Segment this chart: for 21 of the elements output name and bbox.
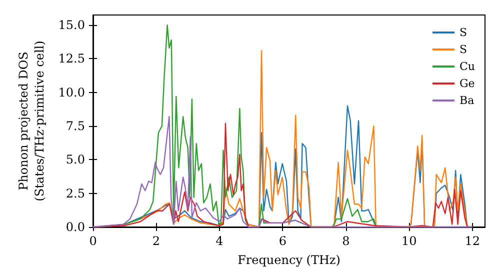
- x-tick-label: 0: [89, 234, 97, 248]
- legend-label: Ge: [460, 77, 475, 90]
- x-tick-label: 8: [342, 234, 350, 248]
- legend-label: Ba: [460, 94, 475, 107]
- x-tick-label: 12: [464, 234, 480, 248]
- legend-label: S: [460, 26, 468, 39]
- legend-label: S: [460, 43, 468, 56]
- legend-label: Cu: [460, 60, 476, 73]
- y-tick-label: 0.0: [66, 220, 85, 234]
- y-tick-label: 5.0: [66, 152, 85, 167]
- y-tick-label: 12.5: [58, 52, 85, 66]
- y-tick-label: 2.5: [66, 186, 85, 200]
- x-tick-label: 10: [401, 234, 417, 248]
- y-tick-label: 10.0: [58, 85, 85, 100]
- x-tick-label: 6: [278, 234, 286, 248]
- x-tick-label: 2: [152, 234, 160, 248]
- x-axis-title: Frequency (THz): [238, 252, 340, 267]
- y-axis-title: Phonon projected DOS (States/THz·primitive cell): [16, 40, 46, 202]
- y-tick-label: 15.0: [58, 18, 85, 32]
- x-tick-label: 4: [216, 234, 224, 248]
- y-tick-label: 7.5: [66, 119, 85, 134]
